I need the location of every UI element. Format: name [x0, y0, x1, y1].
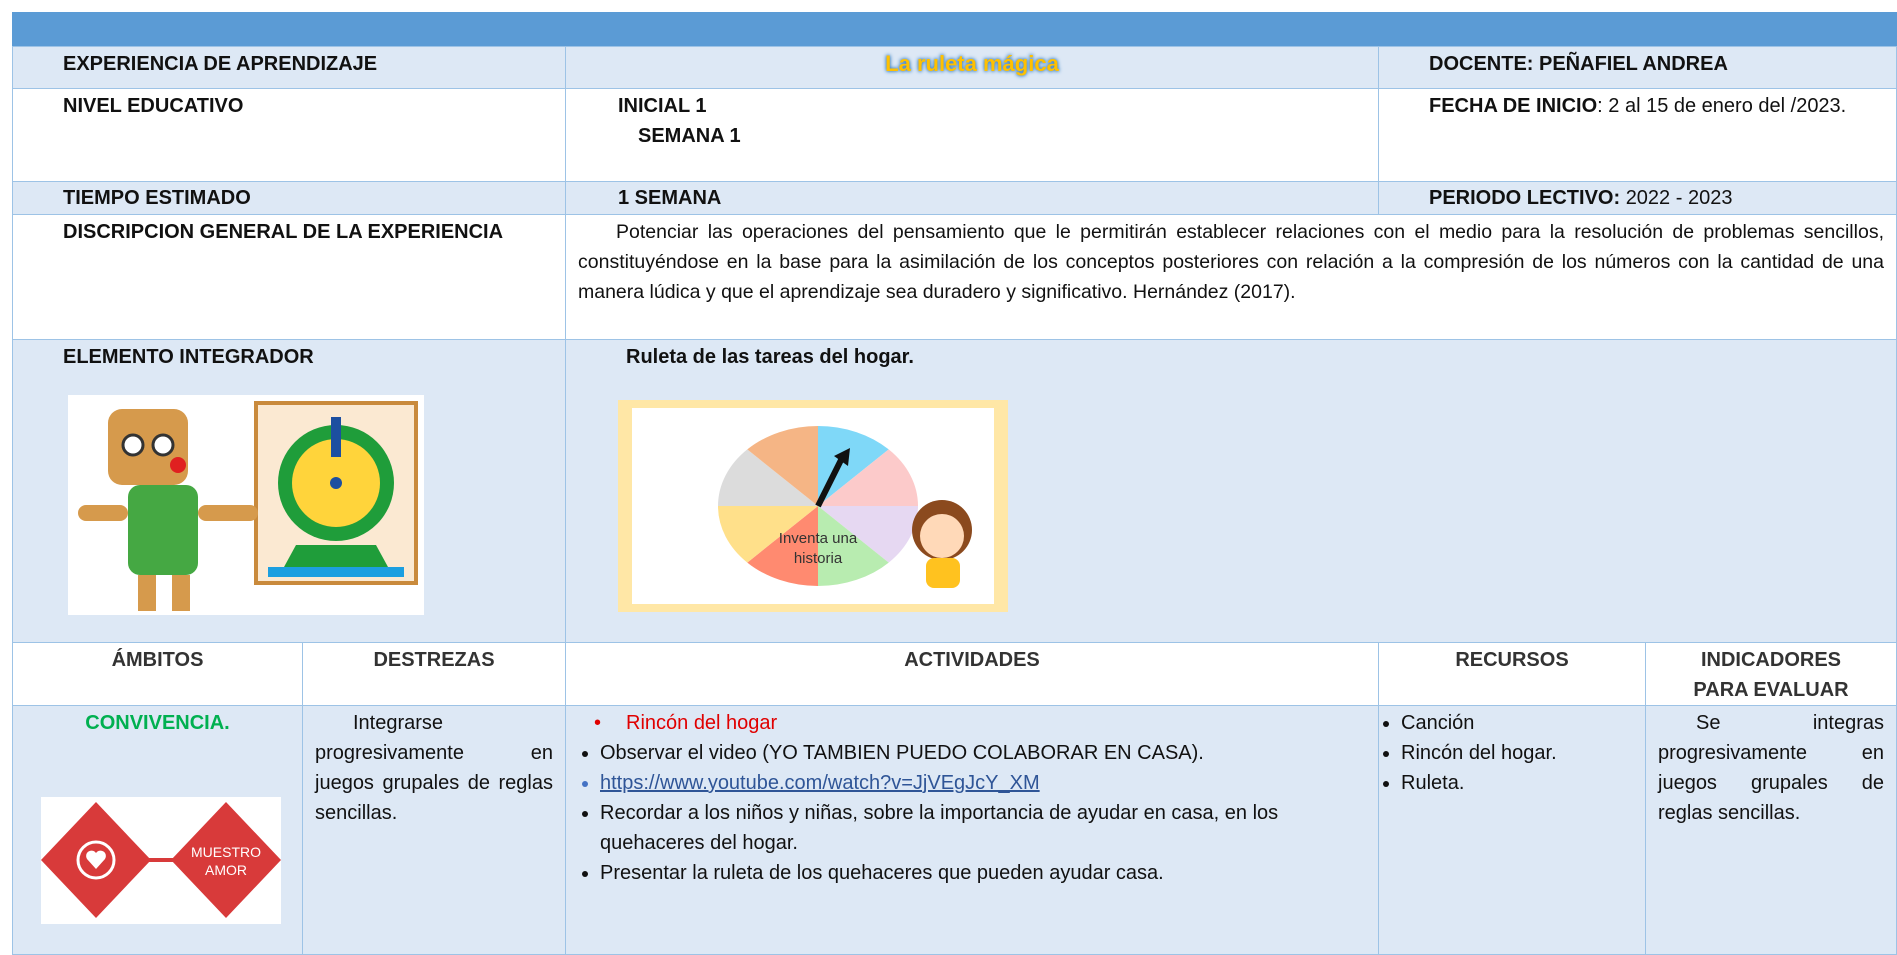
label: EXPERIENCIA DE APRENDIZAJE [63, 53, 378, 75]
cell: TIEMPO ESTIMADO [12, 181, 566, 215]
activity-text: Rincón del hogar [626, 712, 778, 734]
cell: La ruleta mágica [565, 46, 1379, 89]
description: Potenciar las operaciones del pensamient… [578, 221, 1884, 303]
activity: • Rincón del hogar [594, 712, 778, 734]
cell: Se integras progresivamente en juegos gr… [1645, 705, 1897, 955]
header: INDICADORES PARA EVALUAR [1693, 649, 1849, 701]
cell: FECHA DE INICIO: 2 al 15 de enero del /2… [1378, 88, 1897, 182]
level: INICIAL 1 [618, 95, 707, 117]
activity-text: Presentar la ruleta de los quehaceres qu… [600, 862, 1164, 884]
cell: PERIODO LECTIVO: 2022 - 2023 [1378, 181, 1897, 215]
header: ÁMBITOS [111, 649, 204, 671]
cell: DOCENTE: PEÑAFIEL ANDREA [1378, 46, 1897, 89]
wheel-sector [718, 449, 818, 506]
header-cell: ÁMBITOS [12, 642, 303, 706]
scope: CONVIVENCIA. [85, 712, 230, 734]
cell: Integrarse progresivamente en juegos gru… [302, 705, 566, 955]
cell: •Rincón del hogar Observar el video (YO … [565, 705, 1379, 955]
label: DISCRIPCION GENERAL DE LA EXPERIENCIA [63, 221, 504, 243]
label: PERIODO LECTIVO: [1429, 187, 1621, 209]
roulette-image: Inventa una historia [618, 400, 1008, 612]
cell: DISCRIPCION GENERAL DE LA EXPERIENCIA [12, 214, 566, 340]
resource: Ruleta. [1401, 768, 1633, 798]
indicator: Se integras progresivamente en juegos gr… [1658, 712, 1884, 824]
cell: Ruleta de las tareas del hogar. Inventa … [565, 339, 1897, 643]
activity: Presentar la ruleta de los quehaceres qu… [600, 858, 1366, 888]
header-cell: INDICADORES PARA EVALUAR [1645, 642, 1897, 706]
integrating-element: Ruleta de las tareas del hogar. [626, 346, 914, 368]
header-cell: RECURSOS [1378, 642, 1646, 706]
cell: ELEMENTO INTEGRADOR [12, 339, 566, 643]
duration: 1 SEMANA [618, 187, 722, 209]
resource-text: Ruleta. [1401, 772, 1465, 794]
label: ELEMENTO INTEGRADOR [63, 346, 314, 368]
roulette-text: historia [794, 550, 843, 567]
header-cell: ACTIVIDADES [565, 642, 1379, 706]
robot-image [68, 395, 424, 615]
teacher: DOCENTE: PEÑAFIEL ANDREA [1429, 53, 1728, 75]
resource: Rincón del hogar. [1401, 738, 1633, 768]
logo-text: AMOR [205, 862, 247, 878]
header: RECURSOS [1455, 649, 1569, 671]
skill: Integrarse progresivamente en juegos gru… [315, 712, 553, 824]
label: NIVEL EDUCATIVO [63, 95, 244, 117]
wheel-sector [747, 426, 818, 506]
cell: EXPERIENCIA DE APRENDIZAJE [12, 46, 566, 89]
activity-text: Recordar a los niños y niñas, sobre la i… [600, 802, 1279, 854]
start-date: : 2 al 15 de enero del /2023. [1597, 95, 1847, 117]
wheel-sector [718, 506, 818, 563]
resource: Canción [1401, 708, 1633, 738]
experience-title: La ruleta mágica [885, 51, 1059, 76]
top-bar [12, 12, 1897, 46]
activity-text: Observar el video (YO TAMBIEN PUEDO COLA… [600, 742, 1204, 764]
roulette-text: Inventa una [779, 530, 858, 547]
header: DESTREZAS [373, 649, 495, 671]
wheel-sector [818, 426, 889, 506]
activity: Recordar a los niños y niñas, sobre la i… [600, 798, 1366, 858]
label: FECHA DE INICIO [1429, 95, 1598, 117]
wheel-sector [747, 506, 818, 586]
logo-text: MUESTRO [191, 844, 261, 860]
header: ACTIVIDADES [904, 649, 1040, 671]
wheel-sector [818, 449, 918, 506]
cell: NIVEL EDUCATIVO [12, 88, 566, 182]
video-link[interactable]: https://www.youtube.com/watch?v=JjVEgJcY… [600, 772, 1040, 794]
cell: Potenciar las operaciones del pensamient… [565, 214, 1897, 340]
week: SEMANA 1 [638, 125, 741, 147]
cell: CONVIVENCIA. MUESTRO AMOR [12, 705, 303, 955]
cell: INICIAL 1 SEMANA 1 [565, 88, 1379, 182]
cell: 1 SEMANA [565, 181, 1379, 215]
resource-text: Rincón del hogar. [1401, 742, 1557, 764]
period: 2022 - 2023 [1625, 187, 1733, 209]
love-logo: MUESTRO AMOR [41, 797, 281, 924]
activity: Observar el video (YO TAMBIEN PUEDO COLA… [600, 738, 1366, 768]
activity: https://www.youtube.com/watch?v=JjVEgJcY… [600, 768, 1366, 798]
label: TIEMPO ESTIMADO [63, 187, 251, 209]
cell: Canción Rincón del hogar. Ruleta. [1378, 705, 1646, 955]
header-cell: DESTREZAS [302, 642, 566, 706]
wheel-sector [818, 506, 889, 586]
resource-text: Canción [1401, 712, 1475, 734]
wheel-sector [818, 506, 918, 563]
